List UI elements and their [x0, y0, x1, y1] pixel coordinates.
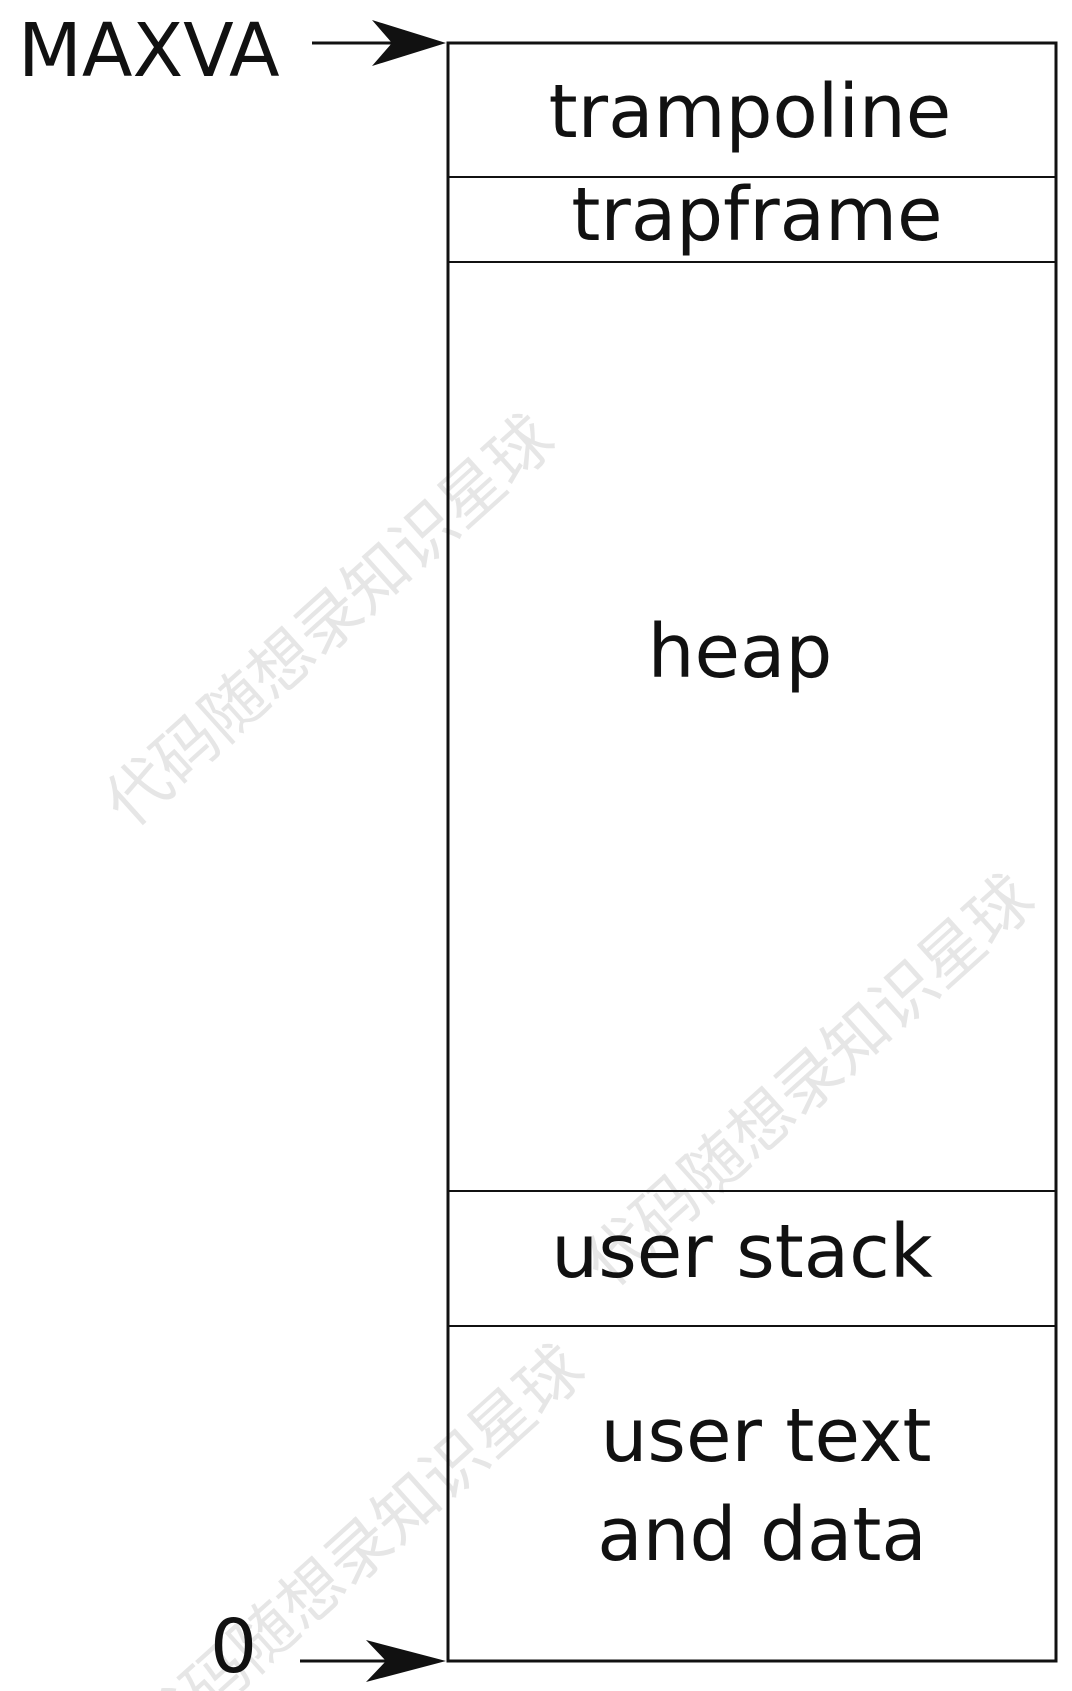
segment-user-text-label-line1: user text [601, 1393, 932, 1479]
address-zero-label: 0 [210, 1604, 257, 1690]
maxva-arrow-head [372, 20, 446, 66]
segment-trapframe-label: trapframe [571, 172, 942, 258]
watermark-text: 代码随想录知识星球 [91, 401, 569, 841]
zero-arrow-head [366, 1640, 446, 1682]
segment-heap-label: heap [648, 609, 833, 695]
segment-trampoline-label: trampoline [549, 69, 952, 155]
address-maxva-label: MAXVA [18, 8, 280, 94]
address-space-box [446, 41, 1058, 1663]
watermark-text: 代码随想录知识星球 [121, 1331, 599, 1691]
segment-user-stack-label: user stack [551, 1209, 933, 1295]
segment-user-text-label-line2: and data [597, 1492, 926, 1578]
